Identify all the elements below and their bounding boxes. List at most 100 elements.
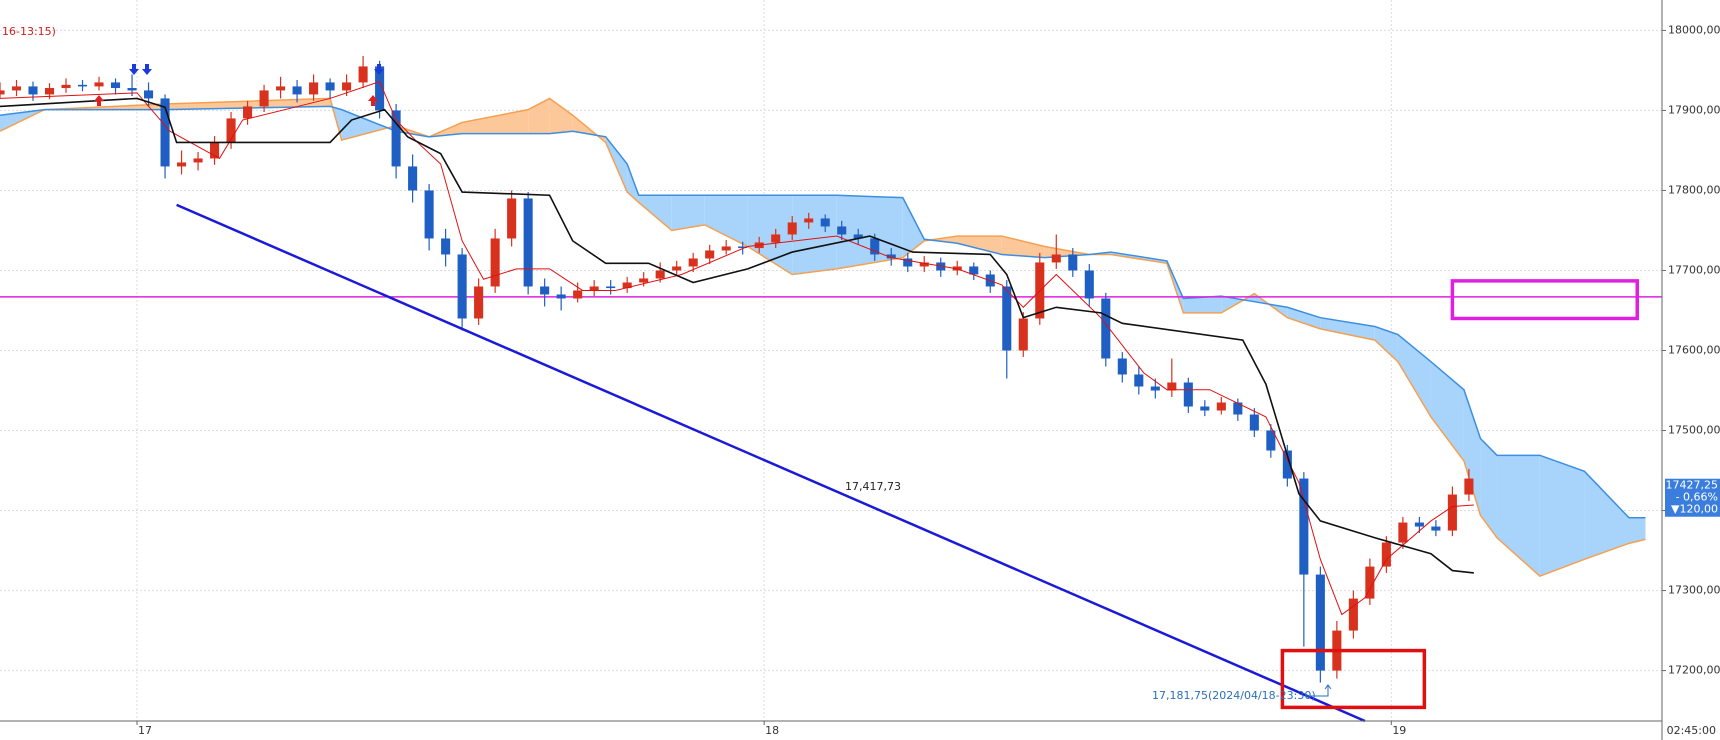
candle-body bbox=[1002, 286, 1012, 351]
cloud-segment bbox=[671, 195, 705, 231]
candle-body bbox=[688, 258, 698, 267]
x-end-label: 02:45:00 bbox=[1667, 724, 1716, 737]
y-tick-label: 17300,00 bbox=[1668, 584, 1720, 597]
candle-body bbox=[1167, 382, 1177, 391]
annotation-arrow bbox=[1306, 684, 1332, 697]
candle-body bbox=[721, 246, 731, 251]
cloud-segment bbox=[1430, 361, 1464, 461]
candle-body bbox=[1101, 298, 1111, 359]
cloud-segment bbox=[1628, 517, 1646, 544]
candle-body bbox=[342, 82, 352, 91]
candle-body bbox=[358, 66, 368, 83]
candle-body bbox=[474, 286, 484, 319]
candle-body bbox=[1117, 358, 1127, 375]
candle-body bbox=[787, 222, 797, 235]
cloud-span-line bbox=[0, 97, 1646, 578]
candle-body bbox=[1282, 450, 1292, 479]
x-tick-label: 19 bbox=[1392, 724, 1406, 737]
candle-body bbox=[1150, 386, 1160, 391]
candle-body bbox=[870, 238, 880, 255]
cloud-segment bbox=[341, 109, 397, 141]
candle-body bbox=[573, 290, 583, 299]
y-tick-label: 17600,00 bbox=[1668, 343, 1720, 356]
cloud-segment bbox=[462, 109, 529, 134]
cloud-segment bbox=[704, 195, 748, 247]
cloud-span-line bbox=[0, 105, 1646, 519]
candle-body bbox=[507, 198, 517, 239]
y-tick-label: 17200,00 bbox=[1668, 664, 1720, 677]
candle-body bbox=[705, 250, 715, 259]
y-tick-label: 18000,00 bbox=[1668, 23, 1720, 36]
cloud-segment bbox=[1539, 455, 1585, 577]
candle-body bbox=[144, 90, 154, 99]
candle-body bbox=[441, 238, 451, 255]
candle-body bbox=[1398, 522, 1408, 543]
cloud-segment bbox=[902, 197, 925, 258]
candle-body bbox=[639, 278, 649, 283]
candle-body bbox=[853, 234, 863, 239]
candle-body bbox=[606, 286, 616, 289]
candle-body bbox=[1266, 430, 1276, 451]
candle-body bbox=[837, 226, 847, 235]
cloud-segment bbox=[1463, 389, 1481, 516]
last-price-box bbox=[1665, 478, 1720, 517]
cloud-segment bbox=[1374, 326, 1398, 362]
cloud-segment bbox=[792, 195, 837, 275]
candle-body bbox=[0, 90, 5, 95]
candle-body bbox=[177, 162, 187, 167]
y-tick-label: 17800,00 bbox=[1668, 183, 1720, 196]
candle-body bbox=[1084, 270, 1094, 299]
candle-body bbox=[110, 82, 121, 89]
candle-body bbox=[490, 238, 500, 287]
candle-body bbox=[903, 258, 913, 267]
highlight-box bbox=[1280, 648, 1427, 710]
signal-arrow bbox=[94, 95, 104, 106]
cloud-segment bbox=[836, 195, 903, 269]
candle-body bbox=[1365, 566, 1375, 599]
cloud-segment bbox=[1001, 236, 1045, 258]
candle-body bbox=[1315, 574, 1325, 671]
candle-body bbox=[523, 198, 533, 287]
cloud-segment bbox=[1480, 438, 1497, 538]
candle-body bbox=[259, 90, 269, 107]
candle-body bbox=[1233, 402, 1243, 415]
candle-body bbox=[193, 158, 203, 163]
candle-body bbox=[1299, 478, 1309, 575]
candle-body bbox=[622, 282, 632, 289]
x-tick-label: 18 bbox=[765, 724, 779, 737]
candle-body bbox=[276, 86, 286, 91]
candle-body bbox=[1348, 598, 1358, 631]
candle-body bbox=[738, 246, 748, 249]
cloud-segment bbox=[638, 195, 672, 231]
cloud-segment bbox=[1584, 471, 1629, 560]
candle-body bbox=[94, 82, 104, 87]
cloud-segment bbox=[957, 236, 1002, 255]
candle-body bbox=[1134, 374, 1144, 387]
candle-body bbox=[424, 190, 434, 239]
trendline bbox=[176, 203, 1366, 723]
signal-arrow bbox=[129, 64, 139, 75]
candle-body bbox=[1183, 382, 1193, 407]
candle-body bbox=[1414, 522, 1424, 527]
candle-body bbox=[77, 84, 88, 87]
candle-body bbox=[672, 266, 682, 271]
candle-body bbox=[28, 86, 38, 95]
candle-body bbox=[919, 262, 929, 267]
header-text: 16-13:15) bbox=[2, 25, 56, 38]
candle-body bbox=[210, 142, 220, 159]
candle-body bbox=[1051, 254, 1061, 263]
candle-body bbox=[1464, 478, 1474, 495]
candle-body bbox=[969, 266, 979, 275]
candle-body bbox=[655, 270, 665, 279]
candle-body bbox=[1216, 402, 1226, 411]
candle-body bbox=[1431, 526, 1441, 531]
cloud-segment bbox=[1287, 307, 1321, 329]
candle-body bbox=[1018, 318, 1028, 351]
cloud-segment bbox=[549, 98, 573, 134]
cloud-segment bbox=[1320, 317, 1375, 341]
candle-body bbox=[292, 86, 302, 95]
candle-body bbox=[309, 82, 319, 95]
candle-body bbox=[11, 86, 22, 91]
candle-body bbox=[1381, 542, 1391, 567]
